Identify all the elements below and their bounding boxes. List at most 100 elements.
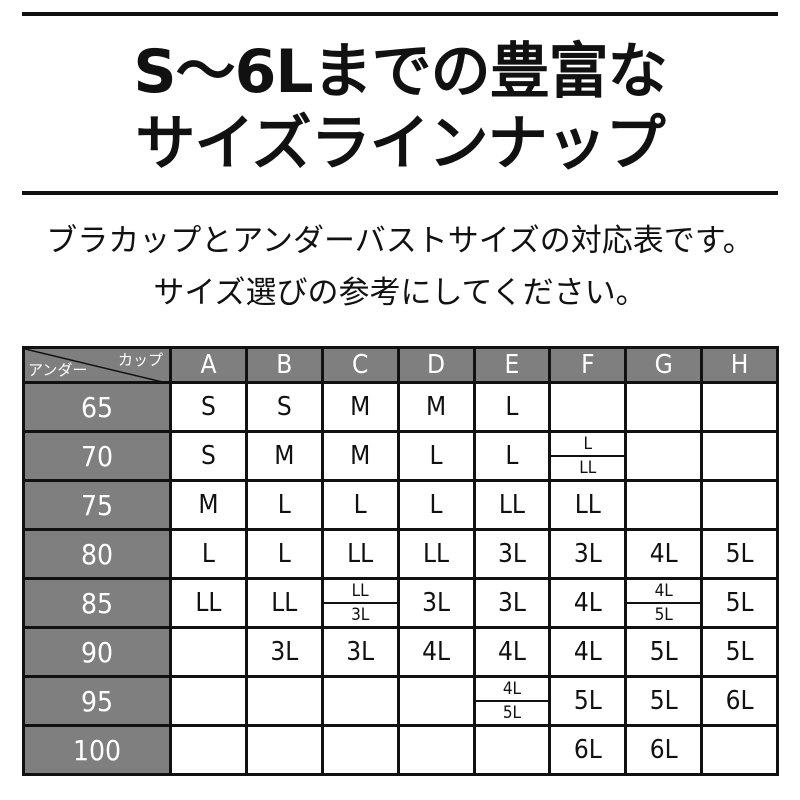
size-cell [472, 724, 552, 776]
size-cell: 5L [624, 675, 704, 727]
size-cell [396, 724, 476, 776]
size-cell: 5L [624, 626, 704, 678]
size-cell [700, 724, 779, 776]
diagonal-line [28, 350, 156, 380]
size-cell: 5L [700, 528, 779, 580]
title-line-2: サイズラインナップ [135, 109, 665, 179]
size-cell: L [472, 381, 552, 433]
table-row: 80 L L LL LL 3L 3L 4L 5L [22, 528, 779, 580]
size-cell: LL [472, 479, 552, 531]
split-size: 4L 5L [475, 678, 549, 724]
size-cell: S [169, 430, 248, 482]
subtitle-line-1: ブラカップとアンダーバストサイズの対応表です。 [46, 223, 754, 259]
size-cell [169, 626, 248, 678]
size-cell [244, 675, 324, 727]
size-cell [169, 724, 248, 776]
size-cell: 6L [548, 724, 628, 776]
cup-header-G: G [624, 346, 704, 384]
size-cell: 4L 5L [472, 675, 552, 727]
size-upper: 4L [475, 678, 549, 702]
under-size-cell: 65 [22, 381, 172, 433]
size-cell [320, 675, 400, 727]
size-cell: LL [396, 528, 476, 580]
size-cell: 3L [320, 626, 400, 678]
size-cell: 4L [548, 626, 628, 678]
size-cell: 3L [244, 626, 324, 678]
split-size: LL 3L [323, 580, 397, 626]
under-size-cell: 80 [22, 528, 172, 580]
size-cell: 4L [396, 626, 476, 678]
subtitle-line-2: サイズ選びの参考にしてください。 [153, 275, 647, 311]
size-cell [244, 724, 324, 776]
split-size: 4L 5L [627, 580, 701, 626]
size-cell: L [396, 430, 476, 482]
under-size-cell: 85 [22, 577, 172, 629]
size-upper: L [551, 433, 625, 457]
size-cell: M [320, 430, 400, 482]
corner-cell: カップ アンダー [22, 346, 172, 384]
size-cell: 6L [624, 724, 704, 776]
size-cell: 4L 5L [624, 577, 704, 629]
size-cell [548, 381, 628, 433]
size-cell [396, 675, 476, 727]
size-cell: M [396, 381, 476, 433]
table-row: 85 LL LL LL 3L 3L 3L 4L 4L 5L 5L [22, 577, 779, 629]
cup-label: カップ [117, 351, 163, 369]
size-upper: LL [323, 580, 397, 604]
size-cell [624, 381, 704, 433]
cup-header-D: D [396, 346, 476, 384]
size-cell: M [320, 381, 400, 433]
size-upper: 4L [627, 580, 701, 604]
under-label: アンダー [28, 361, 88, 379]
under-size-cell: 75 [22, 479, 172, 531]
table-row: 95 4L 5L 5L 5L 6L [22, 675, 779, 727]
size-cell: 3L [472, 528, 552, 580]
size-cell: LL [244, 577, 324, 629]
size-cell [624, 430, 704, 482]
size-cell [700, 381, 779, 433]
size-cell [169, 675, 248, 727]
size-cell: 4L [548, 577, 628, 629]
size-cell [624, 479, 704, 531]
cup-header-H: H [700, 346, 779, 384]
table-row: 75 M L L L LL LL [22, 479, 779, 531]
table-row: 70 S M M L L L LL [22, 430, 779, 482]
size-cell: 5L [700, 626, 779, 678]
size-cell: 3L [472, 577, 552, 629]
under-size-cell: 90 [22, 626, 172, 678]
size-cell: L LL [548, 430, 628, 482]
size-cell: M [169, 479, 248, 531]
size-cell: L [169, 528, 248, 580]
size-cell: L [396, 479, 476, 531]
under-size-cell: 95 [22, 675, 172, 727]
size-cell: 3L [548, 528, 628, 580]
title-line-1: S～6Lまでの豊富な [133, 37, 667, 107]
under-size-cell: 100 [22, 724, 172, 776]
size-lower: LL [579, 458, 597, 478]
size-lower: 5L [502, 703, 522, 723]
size-cell: L [244, 479, 324, 531]
table-row: 90 3L 3L 4L 4L 4L 5L 5L [22, 626, 779, 678]
size-cell: M [244, 430, 324, 482]
cup-header-A: A [169, 346, 248, 384]
size-cell: LL [169, 577, 248, 629]
split-size: L LL [551, 433, 625, 479]
under-size-cell: 70 [22, 430, 172, 482]
size-cell: LL 3L [320, 577, 400, 629]
table-row: 65 S S M M L [22, 381, 779, 433]
size-cell: 5L [548, 675, 628, 727]
size-cell: LL [320, 528, 400, 580]
size-cell [700, 479, 779, 531]
size-lower: 5L [654, 605, 673, 625]
size-cell [700, 430, 779, 482]
size-cell: 4L [472, 626, 552, 678]
table-row: 100 6L 6L [22, 724, 779, 776]
cup-header-C: C [320, 346, 400, 384]
cup-header-B: B [244, 346, 324, 384]
size-cell: LL [548, 479, 628, 531]
size-cell: L [244, 528, 324, 580]
bottom-rule [22, 191, 778, 195]
size-cell: 6L [700, 675, 779, 727]
